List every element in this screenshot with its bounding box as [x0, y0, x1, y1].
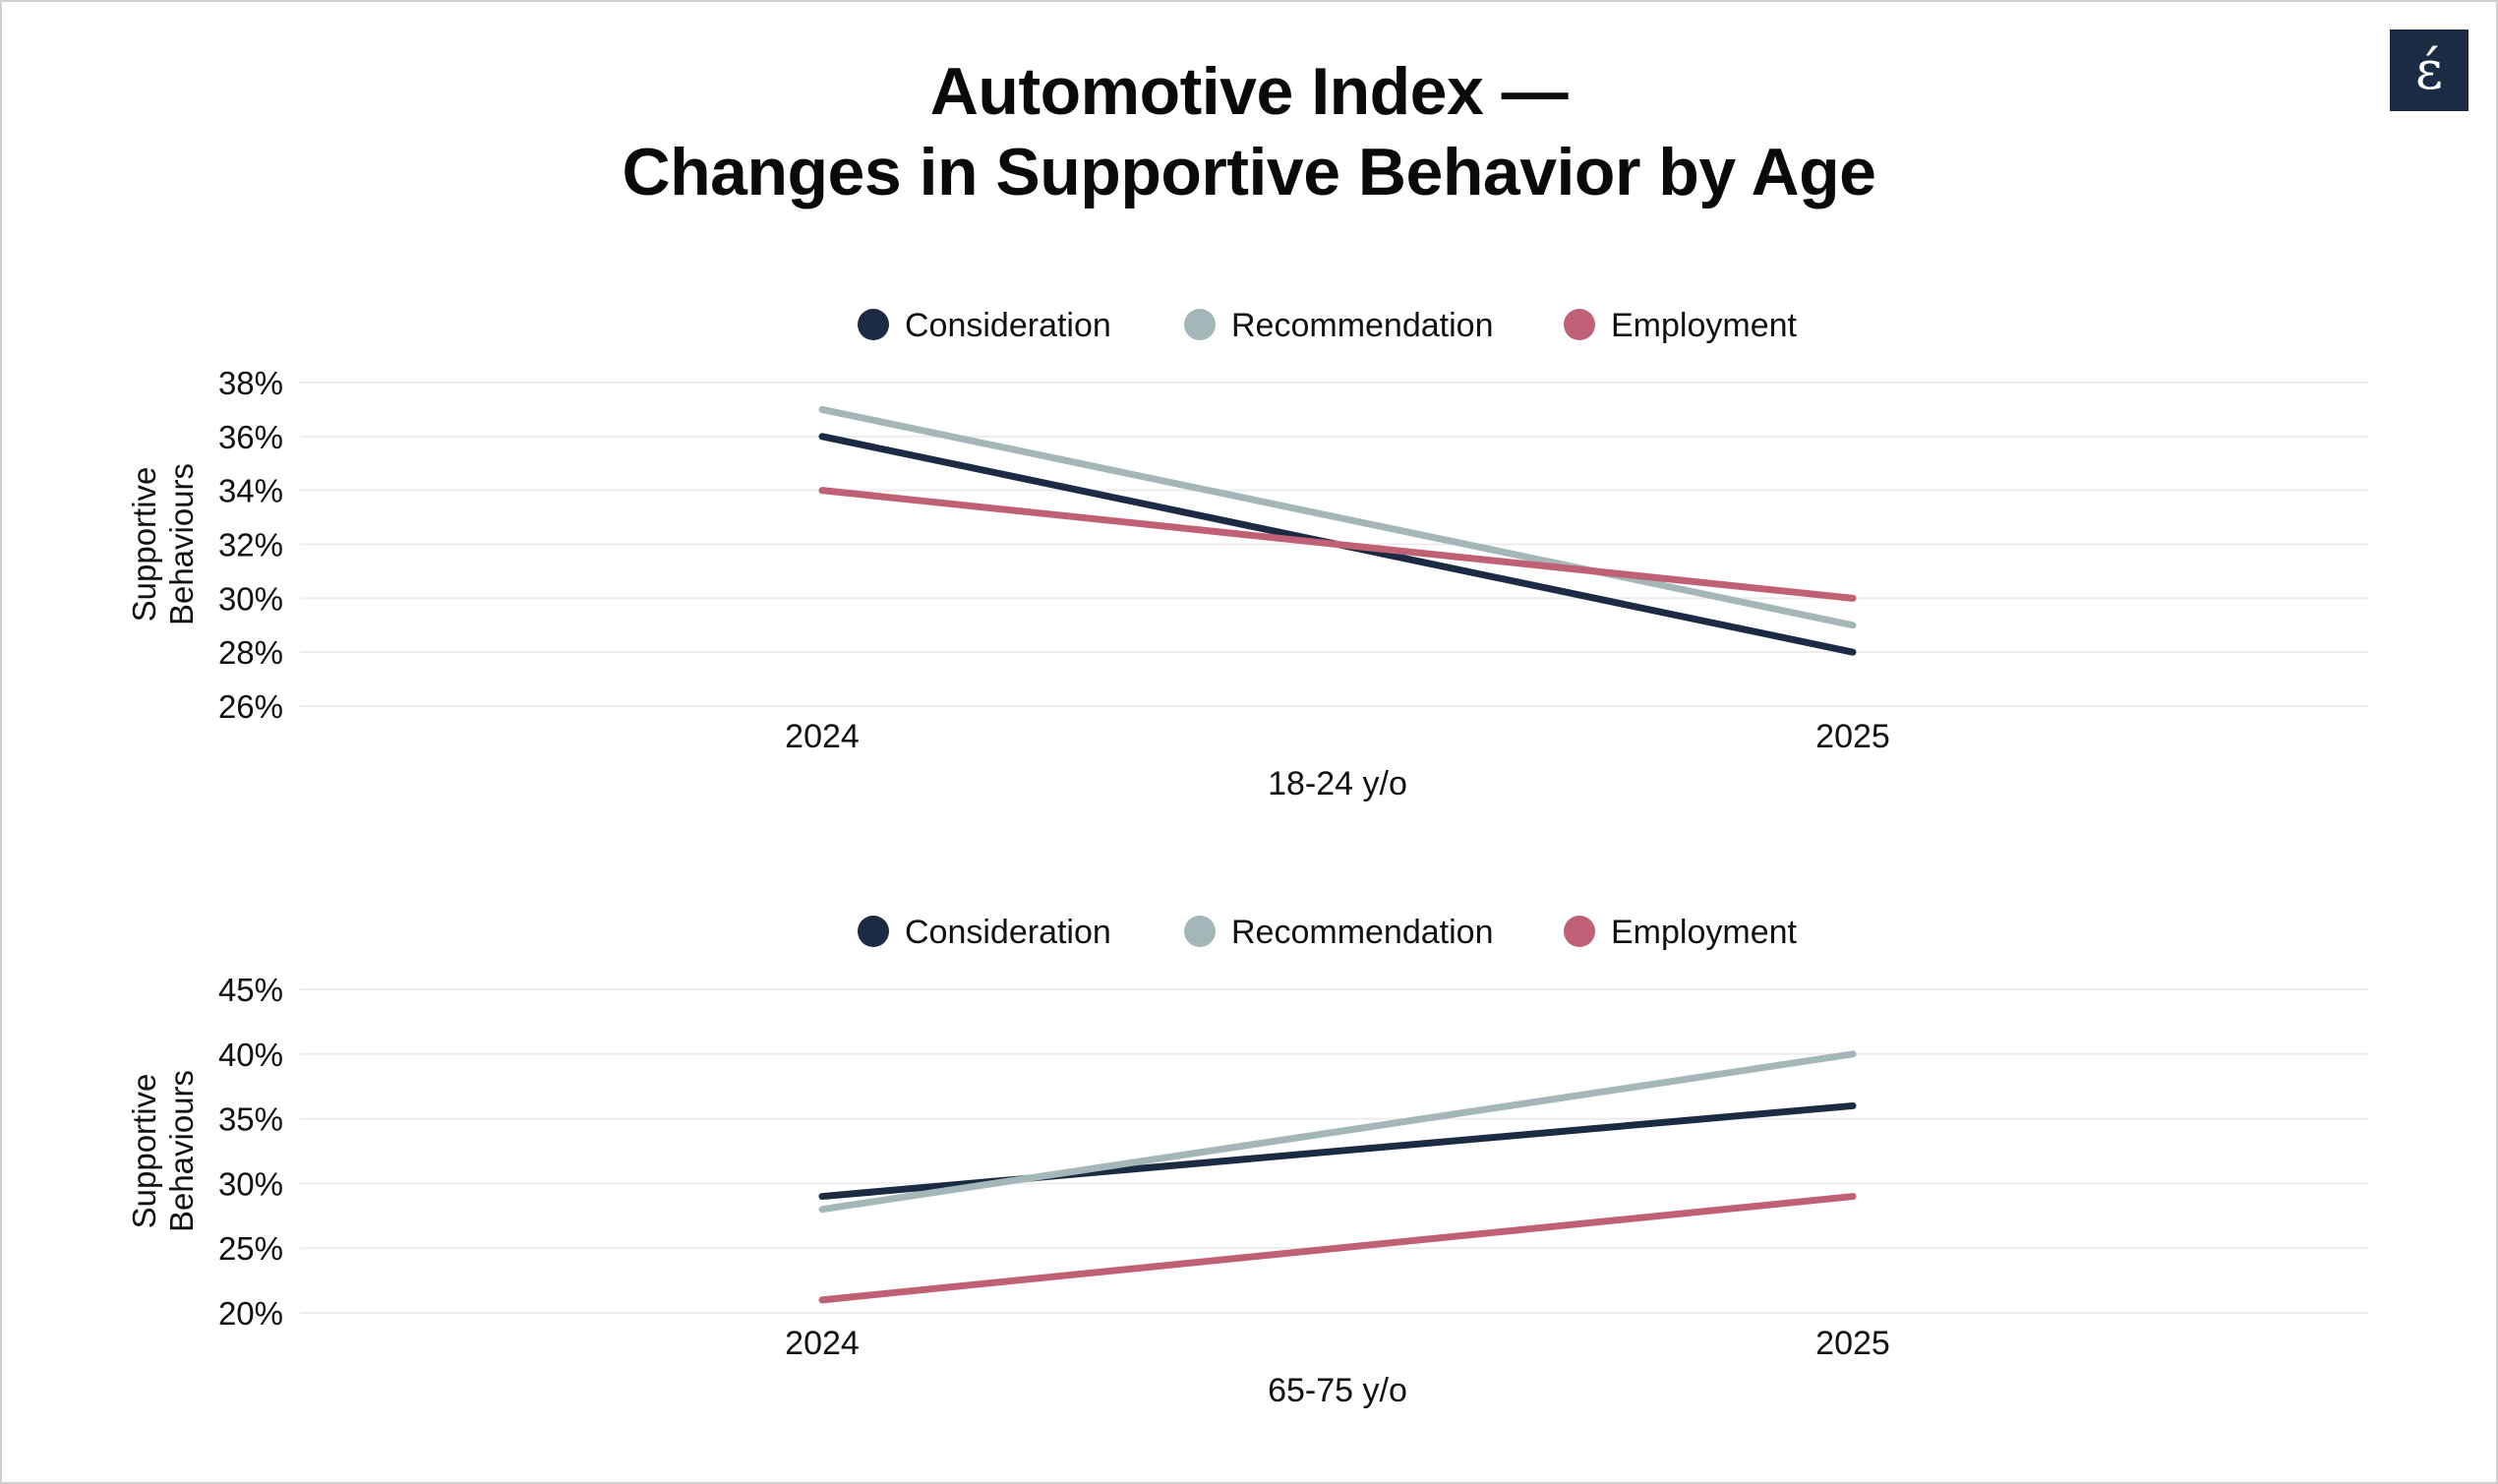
series-line-recommendation [818, 1050, 1857, 1214]
y-tick-label: 35% [218, 1101, 283, 1138]
legend-marker-recommendation [1184, 309, 1216, 340]
legend-marker-consideration [858, 916, 889, 947]
y-tick-label: 26% [218, 688, 283, 725]
chart-title-line-1: Automotive Index — [929, 54, 1569, 129]
y-tick-label: 30% [218, 580, 283, 617]
legend-label-employment: Employment [1611, 914, 1798, 951]
chart-title-line-2: Changes in Supportive Behavior by Age [622, 135, 1877, 209]
x-tick-label: 2025 [1815, 1325, 1890, 1362]
y-tick-label: 25% [218, 1230, 283, 1267]
y-tick-label: 20% [218, 1295, 283, 1332]
x-tick-label: 2024 [785, 718, 860, 755]
y-tick-label: 40% [218, 1037, 283, 1073]
brand-logo-icon: ɛ́ [2390, 30, 2468, 111]
y-tick-label: 30% [218, 1165, 283, 1202]
x-axis-label: 18-24 y/o [1268, 765, 1407, 802]
chart-panel-2: 20% 25% 30% 35% 40% 45% SupportiveBehaviours 20… [126, 914, 2368, 1409]
y-tick-label: 45% [218, 972, 283, 1008]
legend-marker-employment [1564, 309, 1595, 340]
series-line-employment [818, 487, 1857, 602]
y-tick-label: 32% [218, 527, 283, 564]
y-tick-label: 38% [218, 365, 283, 401]
legend-marker-recommendation [1184, 916, 1216, 947]
legend-label-consideration: Consideration [905, 914, 1111, 951]
chart-panel-1: 26% 28% 30% 32% 34% 36% 38% SupportiveBehaviour… [126, 307, 2368, 802]
x-axis-label: 65-75 y/o [1268, 1372, 1407, 1409]
legend-label-consideration: Consideration [905, 307, 1111, 344]
legend-marker-employment [1564, 916, 1595, 947]
legend-label-employment: Employment [1611, 307, 1798, 344]
legend-label-recommendation: Recommendation [1231, 914, 1493, 951]
series-line-recommendation [818, 405, 1857, 629]
y-tick-label: 28% [218, 634, 283, 671]
x-tick-label: 2025 [1815, 718, 1890, 755]
legend-label-recommendation: Recommendation [1231, 307, 1493, 344]
y-axis-label: SupportiveBehaviours [126, 463, 200, 625]
legend-marker-consideration [858, 309, 889, 340]
y-axis-label: SupportiveBehaviours [126, 1070, 200, 1232]
y-tick-label: 36% [218, 419, 283, 455]
y-tick-label: 34% [218, 473, 283, 509]
series-line-employment [818, 1193, 1857, 1304]
x-tick-label: 2024 [785, 1325, 860, 1362]
